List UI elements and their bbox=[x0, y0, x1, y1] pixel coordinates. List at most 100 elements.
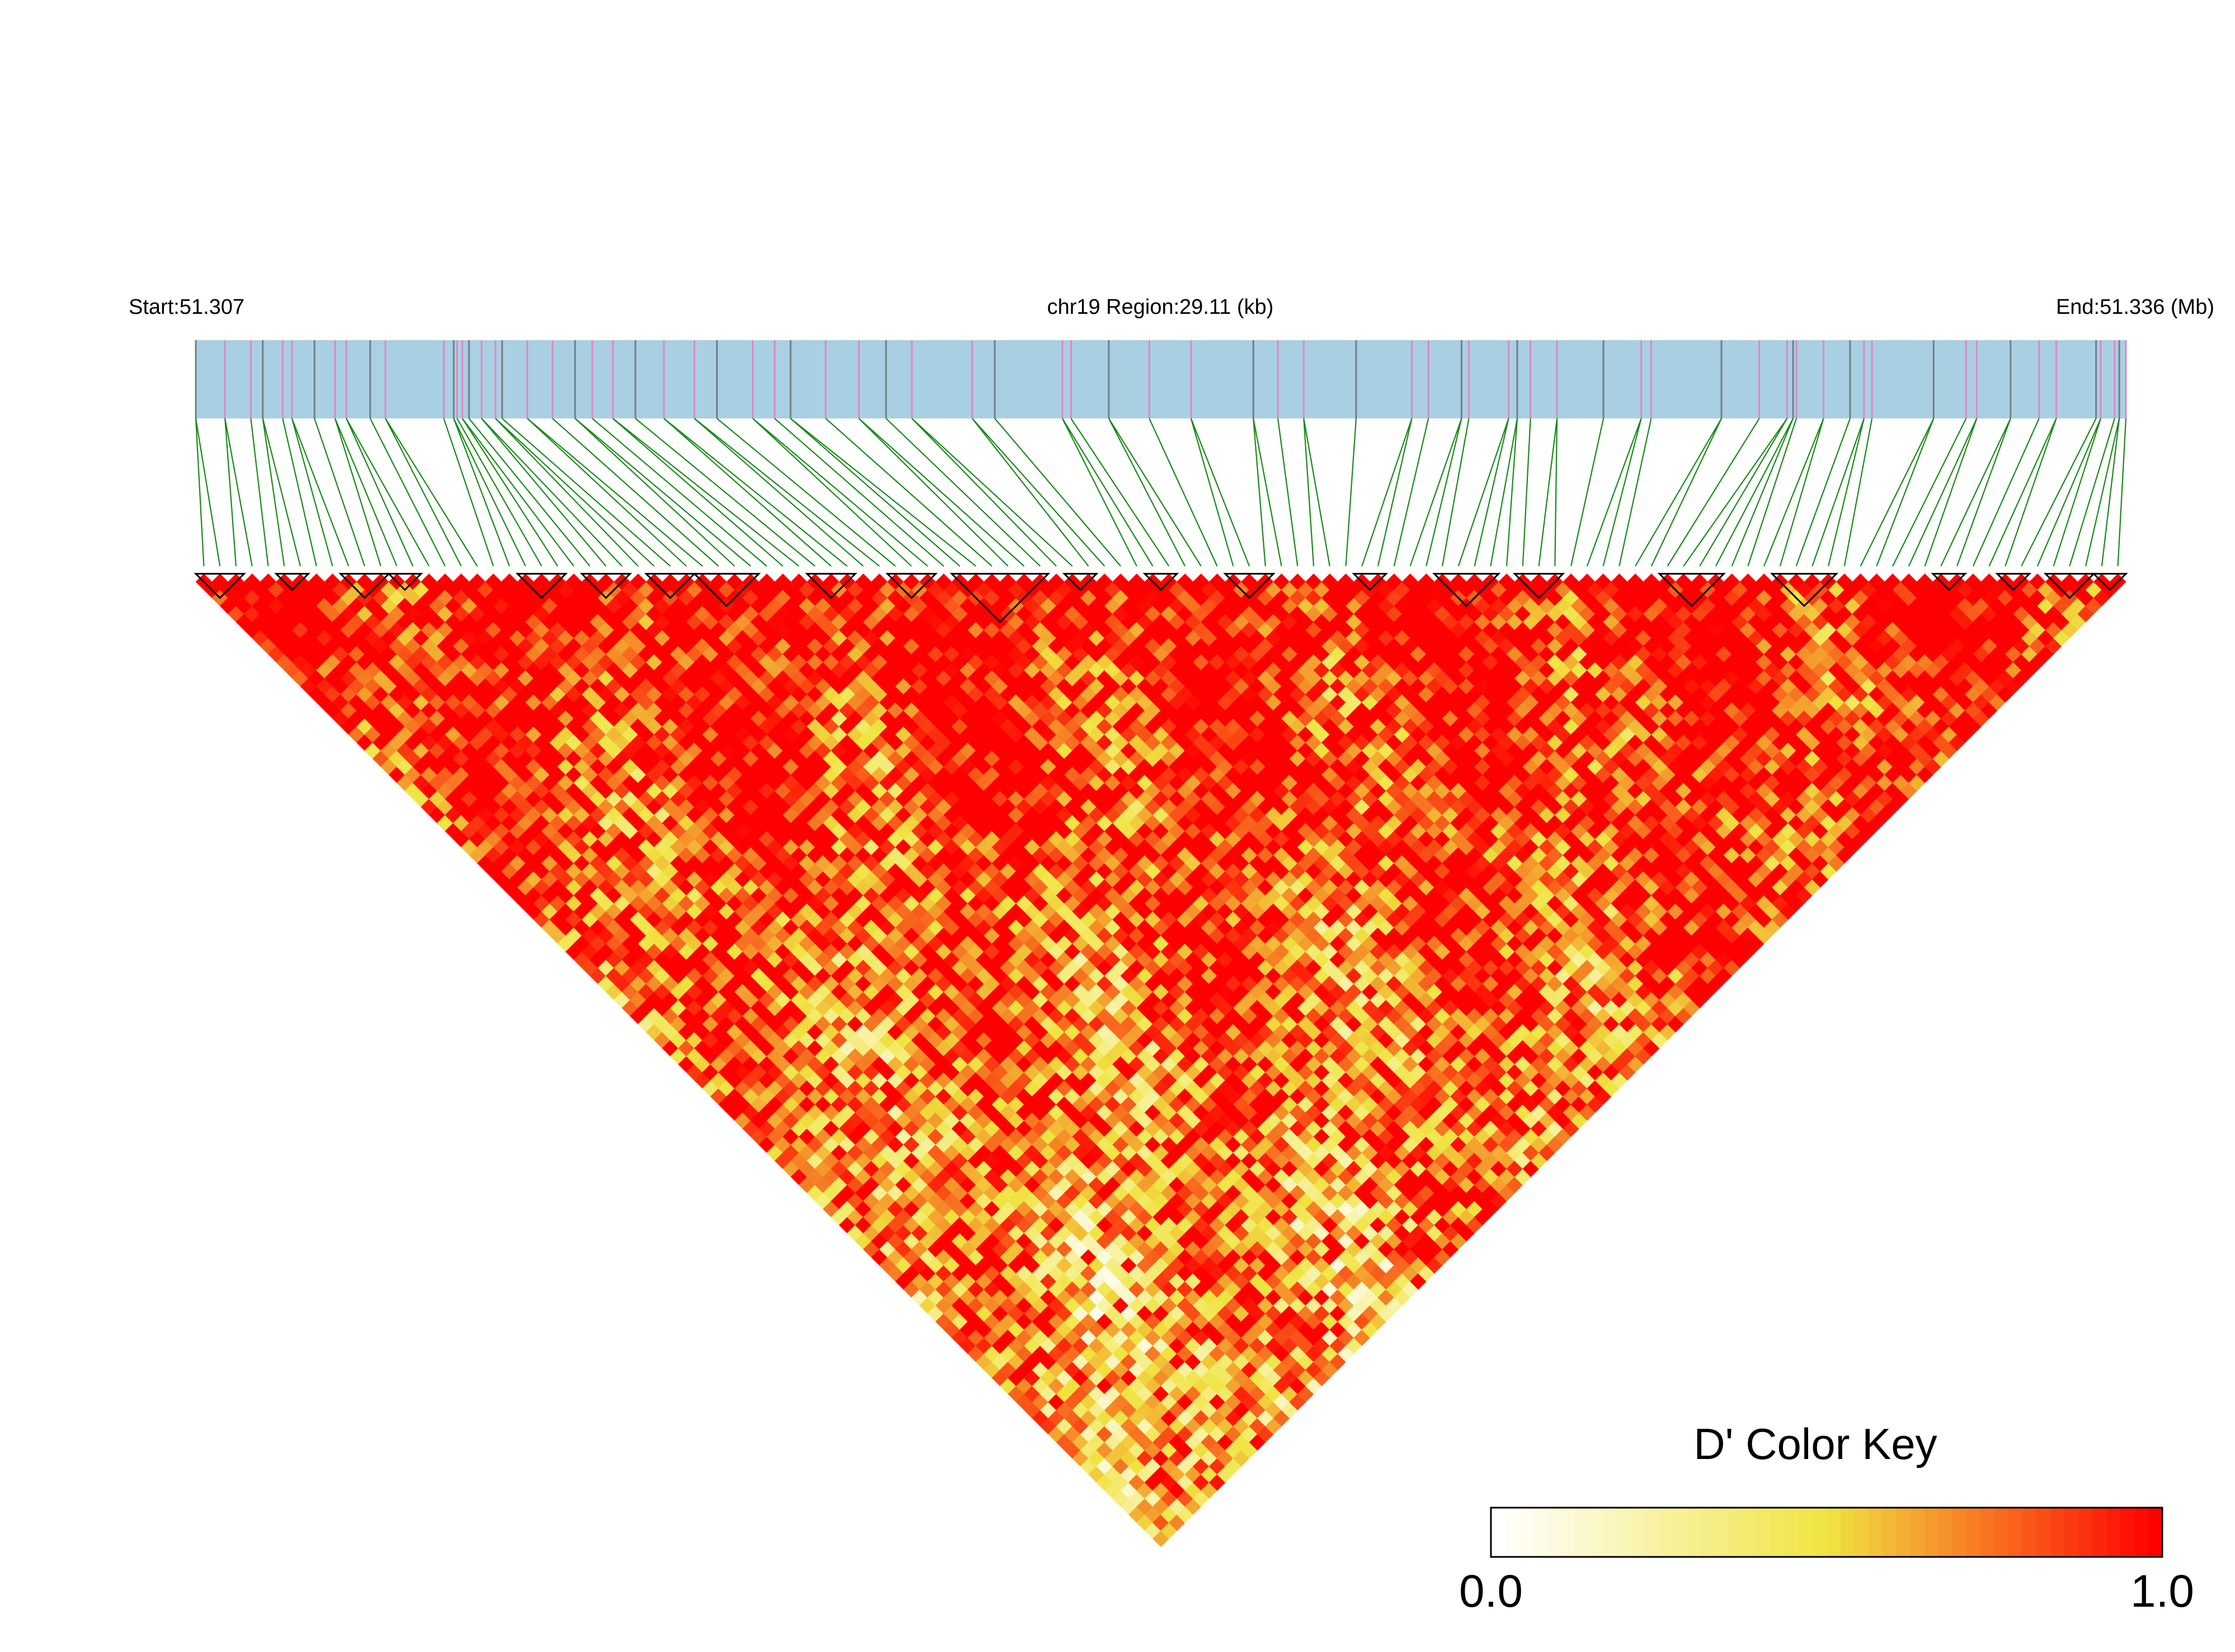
snp-connector-line bbox=[1779, 418, 1824, 567]
snp-connector-line bbox=[1062, 418, 1137, 567]
snp-connector-line bbox=[994, 418, 1121, 567]
snp-connector-line bbox=[1731, 418, 1794, 567]
snp-connector-line bbox=[552, 418, 719, 567]
snp-connector-line bbox=[314, 418, 365, 567]
snp-connector-line bbox=[526, 418, 687, 567]
snp-connector-line bbox=[195, 418, 205, 567]
snp-connector-line bbox=[592, 418, 768, 567]
snp-connector-line bbox=[1108, 418, 1186, 567]
snp-connector-line bbox=[1190, 418, 1250, 567]
snp-connector-line bbox=[468, 418, 591, 567]
snp-connector-line bbox=[1253, 418, 1266, 567]
snp-connector-line bbox=[971, 418, 1089, 567]
snp-connector-line bbox=[790, 418, 961, 567]
snp-connector-line bbox=[858, 418, 1025, 567]
snp-connector-line bbox=[1457, 418, 1509, 567]
snp-connector-line bbox=[1277, 418, 1298, 567]
snp-connector-line bbox=[2005, 418, 2057, 567]
snp-connector-line bbox=[1409, 418, 1462, 567]
snp-connector-line bbox=[790, 418, 977, 567]
snp-connector-line bbox=[2053, 418, 2102, 567]
snp-connector-line bbox=[1876, 418, 1935, 567]
snp-connector-line bbox=[1988, 418, 2057, 567]
snp-connector-line bbox=[612, 418, 784, 567]
snp-connector-line bbox=[1747, 418, 1798, 567]
snp-position-ticks bbox=[195, 340, 2127, 418]
snp-connector-line bbox=[224, 418, 237, 567]
snp-connector-line bbox=[612, 418, 799, 567]
snp-connector-line bbox=[462, 418, 575, 567]
snp-connector-line bbox=[2021, 418, 2097, 567]
snp-connector-line bbox=[774, 418, 944, 567]
snp-connector-line bbox=[501, 418, 671, 567]
snp-connector-line bbox=[384, 418, 462, 567]
snp-connector-line bbox=[1062, 418, 1154, 567]
snp-connector-line bbox=[1303, 418, 1330, 567]
snp-connector-line bbox=[456, 418, 543, 567]
snp-connector-line bbox=[1190, 418, 1234, 567]
snp-connector-line bbox=[1860, 418, 1935, 567]
snp-connector-line bbox=[1474, 418, 1509, 567]
snp-connector-line bbox=[752, 418, 928, 567]
snp-connector-line bbox=[2117, 418, 2127, 567]
snp-connector-line bbox=[1843, 418, 1873, 567]
snp-connector-line bbox=[2085, 418, 2120, 567]
snp-connector-line bbox=[1956, 418, 2011, 567]
snp-connector-line bbox=[282, 418, 317, 567]
snp-connector-line bbox=[1811, 418, 1865, 567]
snp-connector-line bbox=[453, 418, 510, 567]
snp-connector-line bbox=[1667, 418, 1760, 567]
snp-connector-line bbox=[911, 418, 1057, 567]
snp-connector-line bbox=[2101, 418, 2120, 567]
snp-connector-line bbox=[635, 418, 816, 567]
snp-connector-line bbox=[1522, 418, 1531, 567]
chromosome-track bbox=[196, 340, 2126, 418]
snp-connector-line bbox=[1763, 418, 1824, 567]
snp-connector-line bbox=[1892, 418, 1967, 567]
snp-connector-line bbox=[885, 418, 1041, 567]
snp-connector-lines bbox=[195, 418, 2127, 567]
snp-connector-line bbox=[526, 418, 703, 567]
snp-connector-line bbox=[1602, 418, 1642, 567]
snp-connector-line bbox=[911, 418, 1073, 567]
snp-connector-line bbox=[1345, 418, 1357, 567]
snp-connector-line bbox=[1149, 418, 1218, 567]
snp-connector-line bbox=[1972, 418, 2040, 567]
snp-connector-line bbox=[1377, 418, 1413, 567]
snp-connector-line bbox=[291, 418, 350, 567]
end-position-label: End:51.336 (Mb) bbox=[2056, 295, 2214, 319]
snp-connector-line bbox=[1908, 418, 1978, 567]
snp-connector-line bbox=[663, 418, 832, 567]
snp-connector-line bbox=[1924, 418, 1978, 567]
snp-connector-line bbox=[972, 418, 1105, 567]
snp-connector-line bbox=[346, 418, 414, 567]
snp-connector-line bbox=[481, 418, 623, 567]
snp-connector-line bbox=[262, 418, 301, 567]
snp-connector-line bbox=[334, 418, 398, 567]
snp-connector-line bbox=[334, 418, 382, 567]
snp-connector-line bbox=[369, 418, 446, 567]
snp-connector-line bbox=[1570, 418, 1605, 567]
snp-connector-line bbox=[1683, 418, 1788, 567]
snp-connector-line bbox=[1361, 418, 1413, 567]
snp-connector-line bbox=[481, 418, 606, 567]
snp-connector-line bbox=[1253, 418, 1282, 567]
snp-connector-line bbox=[1506, 418, 1518, 567]
snp-connector-line bbox=[1425, 418, 1462, 567]
region-label: chr19 Region:29.11 (kb) bbox=[1047, 295, 1274, 319]
snp-connector-line bbox=[825, 418, 992, 567]
start-position-label: Start:51.307 bbox=[129, 295, 244, 319]
snp-connector-line bbox=[1442, 418, 1470, 567]
snp-connector-line bbox=[1554, 418, 1558, 567]
snp-connector-line bbox=[1393, 418, 1429, 567]
snp-connector-line bbox=[1940, 418, 2011, 567]
snp-connector-line bbox=[694, 418, 864, 567]
snp-connector-line bbox=[1795, 418, 1851, 567]
snp-connector-line bbox=[1699, 418, 1788, 567]
snp-connector-line bbox=[2069, 418, 2115, 567]
snp-connector-line bbox=[385, 418, 478, 567]
snp-connector-line bbox=[752, 418, 912, 567]
snp-connector-line bbox=[575, 418, 735, 567]
snp-connector-line bbox=[2036, 418, 2101, 567]
